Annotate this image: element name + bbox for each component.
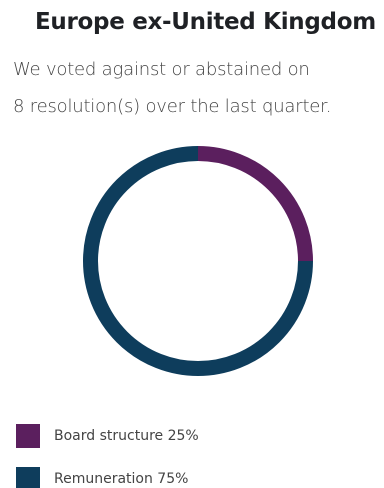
subtitle-line-2: 8 resolution(s) over the last quarter. [13,96,332,117]
chart-subtitle: We voted against or abstained on 8 resol… [13,51,383,125]
legend-item-board-structure: Board structure 25% [16,424,199,448]
legend-swatch-remuneration [16,467,40,488]
donut-segment-board-structure [197,146,313,262]
legend-swatch-board-structure [16,424,40,448]
legend-label-board-structure: Board structure 25% [54,428,199,444]
subtitle-line-1: We voted against or abstained on [13,59,310,80]
legend-item-remuneration: Remuneration 75% [16,467,188,488]
donut-segment-remuneration [83,146,313,376]
chart-title: Europe ex-United Kingdom [35,9,376,35]
legend-label-remuneration: Remuneration 75% [54,471,189,487]
